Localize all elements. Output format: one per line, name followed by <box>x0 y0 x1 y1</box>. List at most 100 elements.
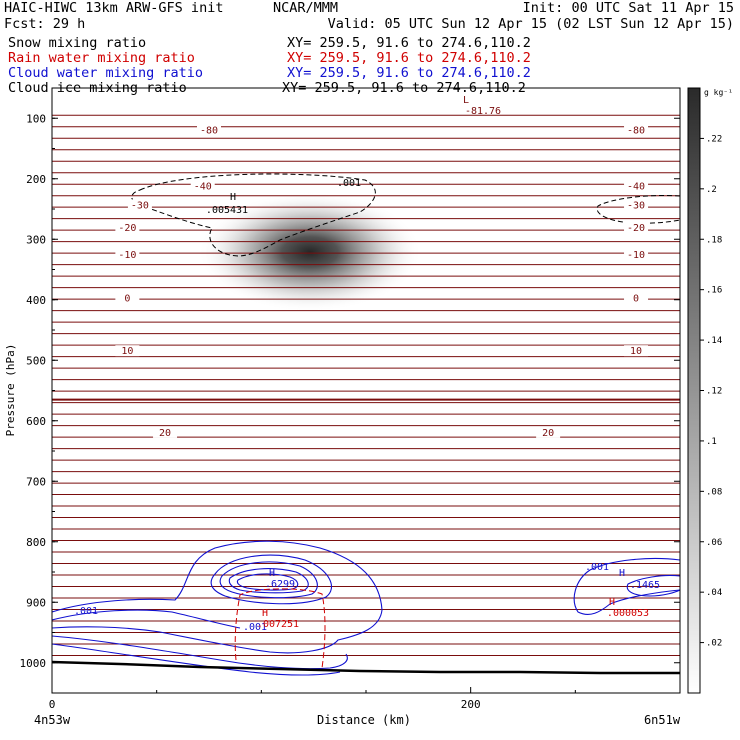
temperature-isotherms <box>52 114 680 657</box>
cloud-ice-contour-right <box>596 195 680 224</box>
y-tick-label: 200 <box>26 173 46 186</box>
colorbar-tick-label: .06 <box>706 538 722 548</box>
contour-annotation: .001 <box>74 606 98 617</box>
contour-annotation: H <box>230 192 236 203</box>
isotherm-label: -30 <box>627 200 645 211</box>
y-tick-label: 500 <box>26 354 46 367</box>
isotherm-label-bg <box>115 248 140 260</box>
field-label-rain: Rain water mixing ratio <box>8 50 195 66</box>
field-xy-rain: XY= 259.5, 91.6 to 274.6,110.2 <box>287 50 531 66</box>
isotherm-label: 10 <box>630 346 642 357</box>
isotherm-line <box>52 597 680 599</box>
isotherm-label-bg <box>624 180 649 192</box>
isotherm-label-bg <box>197 124 221 136</box>
isotherm-labels: -80 -80 -40 -40 -30 -30 -20 -20 -10 -10 0 0 10 10 20 20 <box>115 124 649 439</box>
field-label-snow: Snow mixing ratio <box>8 35 146 51</box>
isotherm-label: 20 <box>159 428 171 439</box>
y-tick-label: 100 <box>26 112 46 125</box>
x-axis: 0 200 <box>49 687 681 711</box>
contour-annotation: .005431 <box>206 205 248 216</box>
isotherm-label: -40 <box>194 182 212 193</box>
field-xy-snow: XY= 259.5, 91.6 to 274.6,110.2 <box>287 35 531 51</box>
isotherm-line <box>52 148 680 151</box>
forecast-hour: Fcst: 29 h <box>4 16 85 32</box>
isotherm-label: -20 <box>627 223 645 234</box>
colorbar-unit: g kg⁻¹ <box>704 88 733 97</box>
plot-frame <box>51 87 681 694</box>
colorbar-tick-label: .22 <box>706 134 722 144</box>
contour-annotation: .001 <box>585 562 609 573</box>
org-label: NCAR/MMM <box>273 0 338 16</box>
contour-annotations: L-81.76H.005431.001H.6299.001H.007251.00… <box>74 95 660 633</box>
colorbar-tick-label: .14 <box>706 336 722 346</box>
isotherm-line <box>52 114 680 117</box>
plot-area: L-81.76H.005431.001H.6299.001H.007251.00… <box>52 95 680 676</box>
isotherm-line <box>52 390 680 393</box>
isotherm-line <box>52 252 680 255</box>
isotherm-label-bg <box>624 124 649 136</box>
y-tick-label: 1000 <box>20 657 47 670</box>
field-label-cloud-water: Cloud water mixing ratio <box>8 65 203 81</box>
cloud-ice-contour-left <box>131 173 376 257</box>
valid-time: Valid: 05 UTC Sun 12 Apr 15 (02 LST Sun … <box>328 16 734 32</box>
isotherm-line <box>52 493 680 496</box>
isotherm-label-bg <box>115 292 140 304</box>
colorbar-tick-label: .04 <box>706 588 722 598</box>
isotherm-label-bg <box>190 180 215 192</box>
contour-annotation: H <box>619 568 625 579</box>
isotherm-label: -40 <box>627 182 645 193</box>
isotherm-line <box>52 217 680 220</box>
model-title: HAIC-HIWC 13km ARW-GFS init <box>4 0 223 16</box>
y-tick-label: 800 <box>26 536 46 549</box>
isotherm-label-bg <box>624 345 649 357</box>
isotherm-line <box>52 286 680 289</box>
colorbar-tick-label: .02 <box>706 639 722 649</box>
isotherm-label-bg <box>127 199 152 211</box>
y-tick-label: 400 <box>26 294 46 307</box>
isotherm-line <box>52 183 680 186</box>
x-axis-label: Distance (km) <box>317 713 411 727</box>
x-tick-label: 0 <box>49 698 56 711</box>
x-end-location: 6n51w <box>644 713 681 727</box>
y-axis-label: Pressure (hPa) <box>4 344 17 437</box>
contour-annotation: .001 <box>337 178 361 189</box>
rain-water-contours <box>234 588 326 669</box>
isotherm-label-bg <box>624 292 649 304</box>
isotherm-label: -20 <box>118 223 136 234</box>
isotherm-label: 20 <box>542 428 554 439</box>
contour-annotation: H <box>262 608 268 619</box>
isotherm-line <box>52 631 680 634</box>
contour-annotation: .6299 <box>265 579 295 590</box>
colorbar-tick-label: .08 <box>706 487 722 497</box>
isotherm-label: -10 <box>627 250 645 261</box>
colorbar-tick-label: .18 <box>706 235 722 245</box>
contour-annotation: .001 <box>243 622 267 633</box>
contour-annotation: L <box>463 95 469 106</box>
isotherm-line <box>52 562 680 565</box>
snow-mixing-ratio-core <box>198 192 422 312</box>
isotherm-label: 0 <box>633 294 639 305</box>
isotherm-label: -30 <box>131 200 149 211</box>
isotherm-label-bg <box>624 199 649 211</box>
y-tick-label: 700 <box>26 475 46 488</box>
isotherm-label-bg <box>536 426 561 438</box>
x-start-location: 4n53w <box>34 713 71 727</box>
isotherm-label: 0 <box>124 294 130 305</box>
field-xy-cloud-water: XY= 259.5, 91.6 to 274.6,110.2 <box>287 65 531 81</box>
cloud-water-contours <box>52 540 680 676</box>
isotherm-label-bg <box>115 221 140 233</box>
contour-annotation: .007251 <box>257 619 299 630</box>
x-tick-label: 200 <box>461 698 481 711</box>
isotherm-label-bg <box>115 345 140 357</box>
contour-annotation: -81.76 <box>465 106 501 117</box>
y-tick-label: 900 <box>26 596 46 609</box>
colorbar-tick-label: .16 <box>706 286 722 296</box>
isotherm-label: 10 <box>121 346 133 357</box>
contour-annotation: H <box>269 568 275 579</box>
isotherm-line <box>52 459 680 462</box>
isotherm-line <box>52 528 680 530</box>
colorbar-tick-label: .2 <box>706 185 717 195</box>
colorbar <box>687 87 701 694</box>
